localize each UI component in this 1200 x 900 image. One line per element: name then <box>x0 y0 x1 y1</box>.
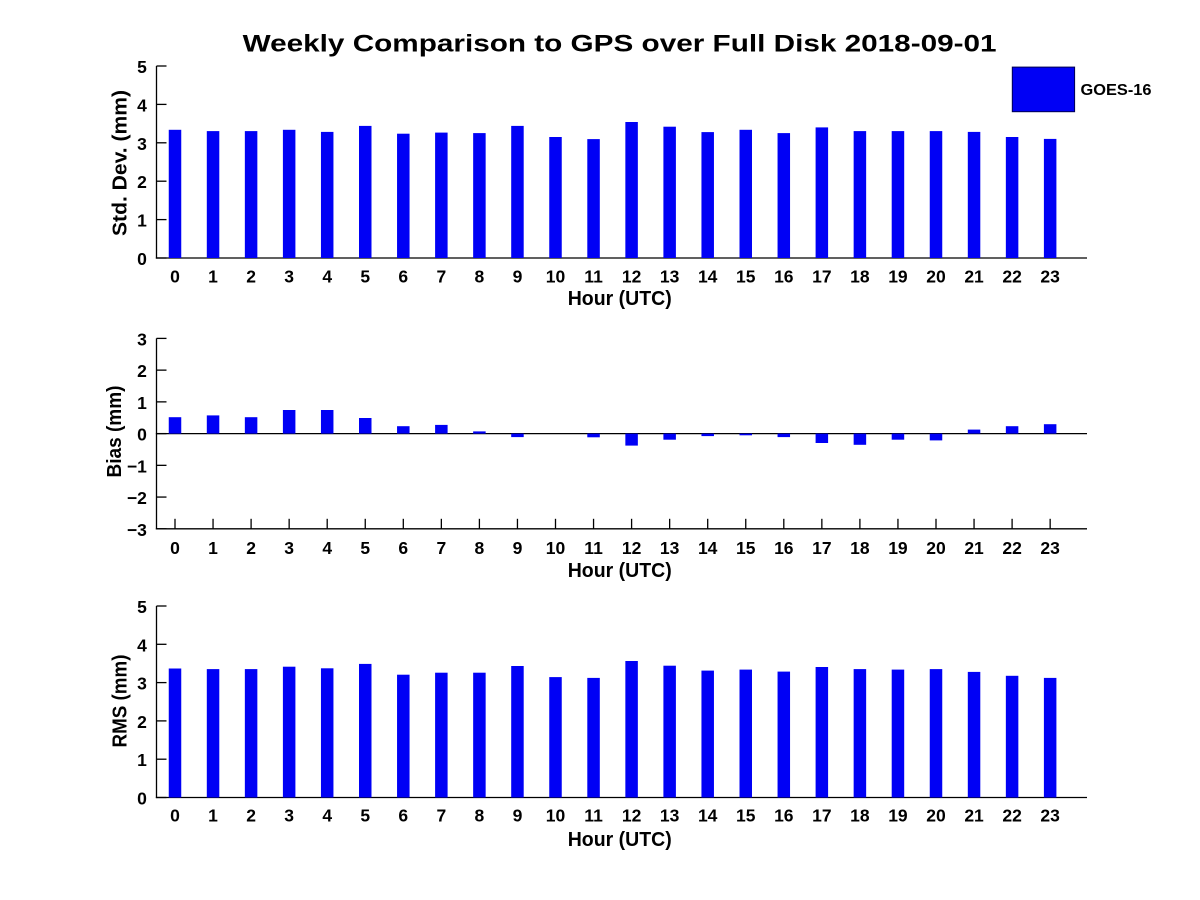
svg-text:1: 1 <box>137 750 147 770</box>
svg-text:1: 1 <box>137 393 147 413</box>
svg-text:3: 3 <box>137 329 147 349</box>
svg-text:17: 17 <box>812 538 831 558</box>
svg-text:13: 13 <box>660 538 680 558</box>
svg-text:9: 9 <box>513 806 523 826</box>
svg-text:8: 8 <box>475 267 485 287</box>
svg-text:3: 3 <box>284 267 294 287</box>
svg-text:4: 4 <box>322 538 332 558</box>
svg-text:9: 9 <box>513 267 523 287</box>
svg-text:−1: −1 <box>127 456 147 476</box>
svg-text:10: 10 <box>546 267 566 287</box>
svg-text:2: 2 <box>137 361 147 381</box>
svg-text:12: 12 <box>622 806 642 826</box>
svg-text:0: 0 <box>137 249 147 269</box>
svg-text:13: 13 <box>660 267 680 287</box>
svg-text:4: 4 <box>137 95 147 115</box>
svg-text:5: 5 <box>360 538 370 558</box>
svg-text:12: 12 <box>622 538 642 558</box>
svg-text:16: 16 <box>774 538 794 558</box>
svg-text:20: 20 <box>926 267 946 287</box>
svg-text:21: 21 <box>964 267 984 287</box>
svg-text:9: 9 <box>513 538 523 558</box>
svg-text:1: 1 <box>208 806 218 826</box>
svg-text:22: 22 <box>1002 806 1022 826</box>
svg-text:19: 19 <box>888 538 908 558</box>
svg-text:14: 14 <box>698 806 718 826</box>
svg-text:2: 2 <box>246 806 256 826</box>
svg-text:18: 18 <box>850 806 870 826</box>
svg-text:1: 1 <box>208 538 218 558</box>
svg-text:1: 1 <box>208 267 218 287</box>
svg-text:12: 12 <box>622 267 642 287</box>
svg-text:6: 6 <box>398 538 408 558</box>
svg-text:10: 10 <box>546 806 566 826</box>
svg-text:Bias (mm): Bias (mm) <box>104 386 126 478</box>
svg-text:4: 4 <box>322 806 332 826</box>
svg-text:22: 22 <box>1002 267 1022 287</box>
svg-text:2: 2 <box>137 172 147 192</box>
svg-text:Hour (UTC): Hour (UTC) <box>568 288 672 310</box>
svg-text:2: 2 <box>246 538 256 558</box>
svg-text:18: 18 <box>850 538 870 558</box>
svg-text:3: 3 <box>137 674 147 694</box>
svg-text:14: 14 <box>698 538 718 558</box>
svg-text:21: 21 <box>964 806 984 826</box>
svg-text:4: 4 <box>137 635 147 655</box>
svg-text:0: 0 <box>137 425 147 445</box>
svg-text:16: 16 <box>774 267 794 287</box>
svg-text:15: 15 <box>736 806 756 826</box>
svg-text:5: 5 <box>360 806 370 826</box>
svg-text:22: 22 <box>1002 538 1022 558</box>
svg-text:7: 7 <box>436 806 446 826</box>
svg-text:20: 20 <box>926 538 946 558</box>
svg-text:3: 3 <box>137 134 147 154</box>
svg-text:5: 5 <box>137 57 147 77</box>
svg-text:19: 19 <box>888 806 908 826</box>
svg-text:7: 7 <box>436 267 446 287</box>
svg-text:11: 11 <box>584 538 603 558</box>
svg-text:Hour (UTC): Hour (UTC) <box>568 560 672 582</box>
svg-text:18: 18 <box>850 267 870 287</box>
svg-text:15: 15 <box>736 267 756 287</box>
svg-text:5: 5 <box>360 267 370 287</box>
svg-text:6: 6 <box>398 267 408 287</box>
svg-text:−3: −3 <box>127 520 147 540</box>
svg-text:0: 0 <box>170 806 180 826</box>
svg-text:Std. Dev. (mm): Std. Dev. (mm) <box>109 90 131 236</box>
svg-text:5: 5 <box>137 597 147 617</box>
svg-text:20: 20 <box>926 806 946 826</box>
svg-text:10: 10 <box>546 538 566 558</box>
svg-text:4: 4 <box>322 267 332 287</box>
svg-text:3: 3 <box>284 538 294 558</box>
svg-text:17: 17 <box>812 806 831 826</box>
svg-text:6: 6 <box>398 806 408 826</box>
svg-text:Hour (UTC): Hour (UTC) <box>568 829 672 851</box>
svg-text:17: 17 <box>812 267 831 287</box>
svg-text:7: 7 <box>436 538 446 558</box>
svg-text:15: 15 <box>736 538 756 558</box>
svg-text:2: 2 <box>246 267 256 287</box>
svg-text:8: 8 <box>475 806 485 826</box>
svg-text:8: 8 <box>475 538 485 558</box>
svg-text:3: 3 <box>284 806 294 826</box>
svg-text:1: 1 <box>137 211 147 231</box>
svg-text:21: 21 <box>964 538 984 558</box>
svg-text:2: 2 <box>137 712 147 732</box>
svg-text:23: 23 <box>1040 267 1060 287</box>
svg-text:13: 13 <box>660 806 680 826</box>
svg-text:RMS (mm): RMS (mm) <box>109 655 131 748</box>
svg-text:11: 11 <box>584 267 603 287</box>
svg-text:0: 0 <box>170 538 180 558</box>
svg-text:GOES-16: GOES-16 <box>1081 82 1152 99</box>
svg-text:14: 14 <box>698 267 718 287</box>
svg-text:16: 16 <box>774 806 794 826</box>
svg-text:23: 23 <box>1040 538 1060 558</box>
svg-text:0: 0 <box>137 789 147 809</box>
svg-text:23: 23 <box>1040 806 1060 826</box>
svg-text:0: 0 <box>170 267 180 287</box>
svg-text:−2: −2 <box>127 488 147 508</box>
svg-text:19: 19 <box>888 267 908 287</box>
svg-text:Weekly Comparison to GPS over: Weekly Comparison to GPS over Full Disk … <box>243 31 997 58</box>
svg-text:11: 11 <box>584 806 603 826</box>
